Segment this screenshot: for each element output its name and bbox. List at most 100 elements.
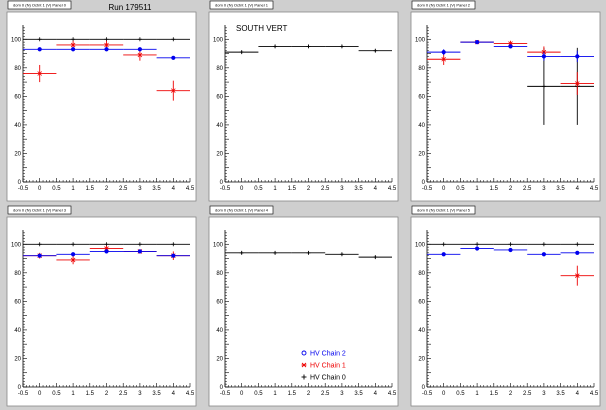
- x-tick-label: 1: [71, 391, 75, 397]
- x-tick-label: 0.5: [52, 186, 61, 192]
- panel-frame: [208, 216, 399, 407]
- y-tick-label: 60: [216, 299, 223, 305]
- x-tick-label: 4.5: [388, 391, 397, 397]
- circle-marker: [441, 50, 446, 55]
- data-point: [225, 50, 259, 55]
- y-tick-label: 80: [14, 271, 21, 277]
- chart-panel-4: dom 0 (N) Octnt 1 (V) Panel 4-0.5 0 0.5 1 1.…: [208, 205, 399, 407]
- data-point: [527, 242, 561, 247]
- circle-marker: [508, 247, 513, 253]
- x-tick-label: -0.5: [422, 186, 433, 192]
- data-point: [156, 55, 190, 60]
- y-tick-label: 0: [220, 180, 224, 186]
- y-tick-label: 40: [14, 328, 21, 334]
- data-point: [427, 53, 461, 65]
- data-point: [56, 47, 90, 52]
- data-point: [460, 40, 494, 45]
- data-point: [358, 48, 392, 53]
- x-tick-label: 4.5: [186, 391, 195, 397]
- x-tick-label: 0: [38, 391, 42, 397]
- x-tick-label: 1.5: [86, 186, 95, 192]
- y-tick-label: 80: [418, 66, 425, 72]
- data-point: [123, 37, 157, 42]
- x-tick-label: 4: [374, 186, 378, 192]
- panel-title: dom 0 (N) Octnt 1 (V) Panel 0: [13, 3, 67, 8]
- data-point: [560, 250, 594, 255]
- data-point: [89, 249, 124, 254]
- y-tick-label: 60: [418, 299, 425, 305]
- legend-label: HV Chain 1: [310, 363, 346, 370]
- data-point: [427, 242, 461, 247]
- x-tick-label: 1: [475, 391, 479, 397]
- x-tick-label: 3: [340, 186, 344, 192]
- x-tick-label: 4: [576, 391, 580, 397]
- panel-title: dom 0 (N) Octnt 1 (V) Panel 1: [215, 3, 269, 8]
- x-tick-label: 4.5: [186, 186, 195, 192]
- data-point: [560, 50, 594, 63]
- x-tick-label: 4: [172, 186, 176, 192]
- circle-marker: [137, 249, 142, 254]
- y-tick-label: 60: [216, 94, 223, 100]
- legend: HV Chain 2 HV Chain 1 HV Chain 0: [301, 350, 346, 382]
- star-marker: [70, 42, 76, 48]
- x-tick-label: 0: [240, 186, 244, 192]
- data-point: [89, 40, 124, 50]
- circle-marker: [70, 252, 76, 257]
- x-tick-label: 4.5: [590, 391, 599, 397]
- data-point: [291, 44, 326, 49]
- data-point: [123, 242, 157, 247]
- y-tick-label: 100: [213, 242, 224, 248]
- x-tick-label: 1: [475, 186, 479, 192]
- circle-marker: [575, 250, 580, 255]
- y-tick-label: 80: [216, 271, 223, 277]
- x-tick-label: 0.5: [254, 391, 263, 397]
- series-chain0: [225, 250, 392, 260]
- panel-title-box: dom 0 (N) Octnt 1 (V) Panel 3: [7, 205, 72, 215]
- x-tick-label: 0: [442, 186, 446, 192]
- star-marker: [37, 71, 42, 76]
- y-tick-label: 60: [14, 299, 21, 305]
- y-tick-label: 80: [14, 66, 21, 72]
- x-tick-label: 3.5: [152, 391, 161, 397]
- y-tick-label: 20: [14, 356, 21, 362]
- x-tick-label: -0.5: [18, 186, 29, 192]
- y-tick-label: 100: [415, 242, 426, 248]
- x-tick-label: 0: [442, 391, 446, 397]
- x-tick-label: 2.5: [119, 391, 128, 397]
- x-tick-label: 0.5: [254, 186, 263, 192]
- x-tick-label: 0.5: [456, 186, 465, 192]
- data-point: [156, 242, 190, 247]
- circle-marker: [508, 44, 513, 49]
- series-chain1: [23, 40, 190, 101]
- x-tick-label: 4: [374, 391, 378, 397]
- data-point: [23, 37, 57, 42]
- panel-title-bg: [209, 205, 274, 215]
- data-point: [427, 252, 461, 257]
- y-tick-label: 100: [415, 37, 426, 43]
- data-point: [560, 265, 594, 286]
- data-point: [493, 247, 528, 253]
- data-point: [56, 37, 90, 42]
- data-point: [527, 52, 561, 61]
- star-marker: [171, 88, 176, 93]
- x-tick-label: 4.5: [590, 186, 599, 192]
- chart-panel-2: dom 0 (N) Octnt 1 (V) Panel 2-0.5 0 0.5 1 1.…: [410, 0, 601, 202]
- panel-title-box: dom 0 (N) Octnt 1 (V) Panel 4: [209, 205, 274, 215]
- x-tick-label: 0: [240, 391, 244, 397]
- x-tick-label: 4: [576, 186, 580, 192]
- data-point: [460, 246, 494, 251]
- panel-title: dom 0 (N) Octnt 1 (V) Panel 4: [215, 208, 269, 213]
- y-tick-label: 20: [216, 151, 223, 157]
- series-chain2: [23, 249, 190, 258]
- panel-frame: [410, 11, 601, 202]
- star-marker: [575, 81, 580, 86]
- y-tick-label: 60: [418, 94, 425, 100]
- legend-circle-icon: [301, 350, 307, 356]
- series-chain0: [225, 44, 392, 55]
- y-tick-label: 0: [422, 385, 426, 391]
- panel-title-bg: [7, 205, 72, 215]
- y-tick-label: 0: [220, 385, 224, 391]
- x-tick-label: 1.5: [288, 391, 297, 397]
- circle-marker: [137, 47, 142, 52]
